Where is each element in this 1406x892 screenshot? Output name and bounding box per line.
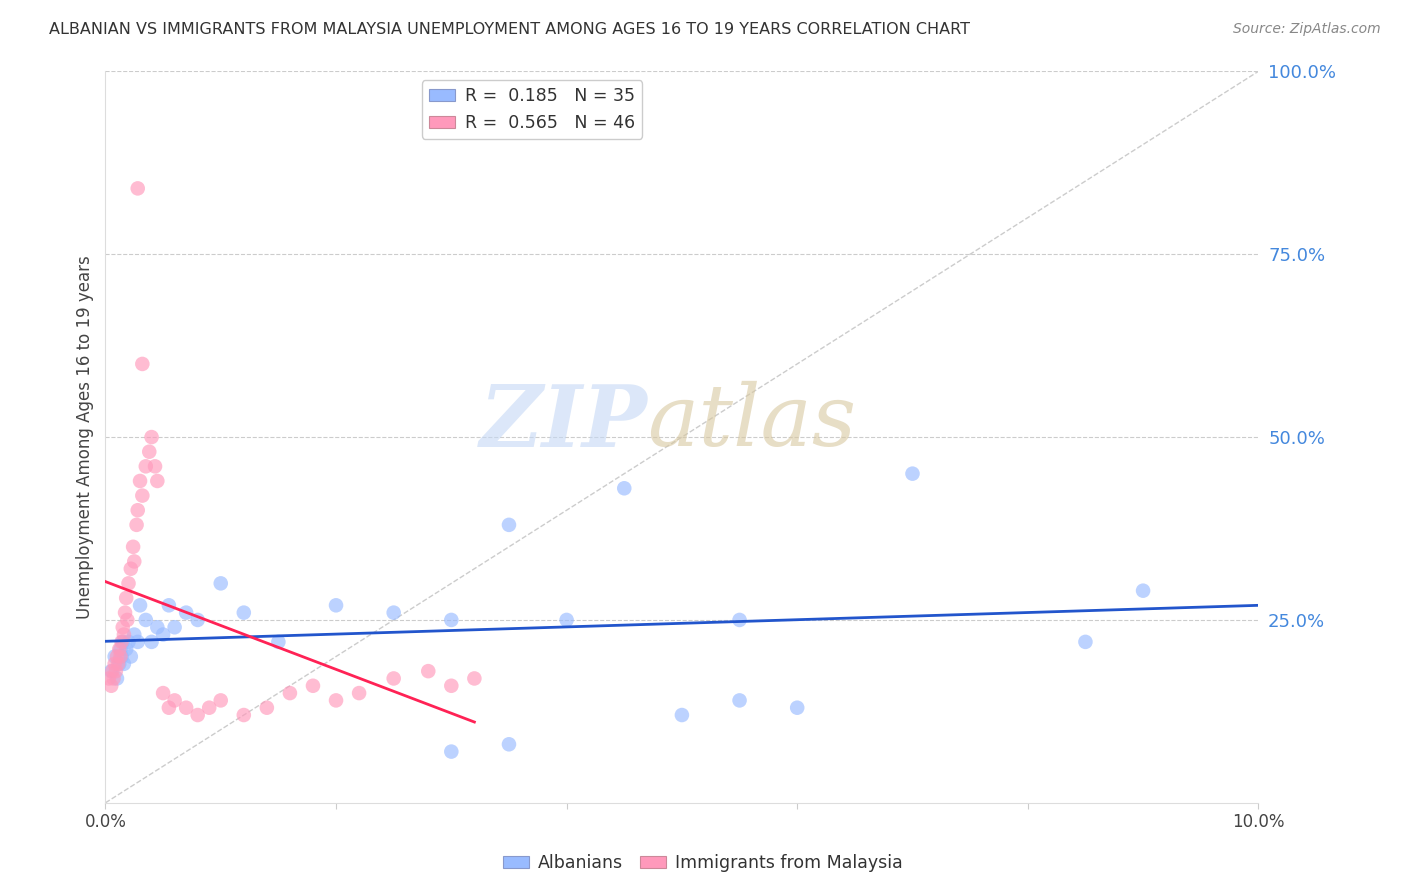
Point — [146, 474, 169, 488]
Point — [103, 672, 125, 686]
Point — [325, 693, 347, 707]
Point — [100, 679, 122, 693]
Point — [209, 576, 232, 591]
Point — [108, 642, 131, 657]
Point — [146, 620, 169, 634]
Point — [135, 459, 157, 474]
Point — [728, 613, 751, 627]
Point — [232, 606, 254, 620]
Point — [671, 708, 693, 723]
Point — [110, 635, 132, 649]
Point — [555, 613, 578, 627]
Point — [117, 635, 139, 649]
Point — [163, 693, 186, 707]
Point — [187, 613, 209, 627]
Point — [111, 620, 134, 634]
Point — [382, 672, 405, 686]
Point — [157, 599, 180, 613]
Point — [440, 745, 463, 759]
Point — [302, 679, 325, 693]
Point — [152, 686, 174, 700]
Point — [163, 620, 186, 634]
Point — [117, 613, 139, 627]
Point — [440, 679, 463, 693]
Point — [107, 657, 129, 671]
Point — [463, 672, 485, 686]
Point — [901, 467, 924, 481]
Point — [613, 481, 636, 495]
Point — [157, 700, 180, 714]
Point — [152, 627, 174, 641]
Point — [105, 672, 128, 686]
Point — [498, 517, 520, 532]
Point — [104, 664, 127, 678]
Point — [112, 657, 135, 671]
Point — [174, 606, 197, 620]
Point — [256, 700, 278, 714]
Point — [232, 708, 254, 723]
Point — [135, 613, 157, 627]
Point — [127, 181, 149, 195]
Point — [105, 649, 128, 664]
Point — [138, 444, 160, 458]
Point — [418, 664, 440, 678]
Point — [115, 591, 138, 605]
Point — [122, 540, 145, 554]
Point — [382, 606, 405, 620]
Point — [1074, 635, 1097, 649]
Point — [104, 657, 127, 671]
Point — [114, 606, 136, 620]
Point — [278, 686, 301, 700]
Point — [115, 642, 138, 657]
Text: ALBANIAN VS IMMIGRANTS FROM MALAYSIA UNEMPLOYMENT AMONG AGES 16 TO 19 YEARS CORR: ALBANIAN VS IMMIGRANTS FROM MALAYSIA UNE… — [49, 22, 970, 37]
Point — [127, 635, 149, 649]
Point — [141, 430, 163, 444]
Point — [143, 459, 166, 474]
Text: atlas: atlas — [647, 381, 856, 464]
Point — [111, 635, 134, 649]
Text: Source: ZipAtlas.com: Source: ZipAtlas.com — [1233, 22, 1381, 37]
Y-axis label: Unemployment Among Ages 16 to 19 years: Unemployment Among Ages 16 to 19 years — [76, 255, 94, 619]
Point — [129, 474, 152, 488]
Point — [101, 664, 124, 678]
Point — [187, 708, 209, 723]
Point — [498, 737, 520, 751]
Point — [124, 554, 146, 568]
Point — [124, 627, 146, 641]
Point — [174, 700, 197, 714]
Point — [110, 649, 132, 664]
Text: ZIP: ZIP — [479, 381, 647, 464]
Point — [325, 599, 347, 613]
Point — [120, 562, 142, 576]
Legend: R =  0.185   N = 35, R =  0.565   N = 46: R = 0.185 N = 35, R = 0.565 N = 46 — [422, 80, 643, 138]
Point — [110, 649, 132, 664]
Point — [786, 700, 808, 714]
Point — [267, 635, 290, 649]
Point — [141, 635, 163, 649]
Point — [1132, 583, 1154, 598]
Point — [440, 613, 463, 627]
Point — [127, 503, 149, 517]
Point — [129, 599, 152, 613]
Point — [117, 576, 139, 591]
Point — [112, 627, 135, 641]
Point — [209, 693, 232, 707]
Point — [131, 357, 153, 371]
Point — [108, 657, 131, 671]
Point — [198, 700, 221, 714]
Point — [104, 649, 127, 664]
Point — [110, 642, 132, 657]
Point — [97, 672, 120, 686]
Point — [120, 649, 142, 664]
Point — [125, 517, 148, 532]
Point — [100, 664, 122, 678]
Point — [131, 489, 153, 503]
Legend: Albanians, Immigrants from Malaysia: Albanians, Immigrants from Malaysia — [496, 847, 910, 879]
Point — [728, 693, 751, 707]
Point — [347, 686, 370, 700]
